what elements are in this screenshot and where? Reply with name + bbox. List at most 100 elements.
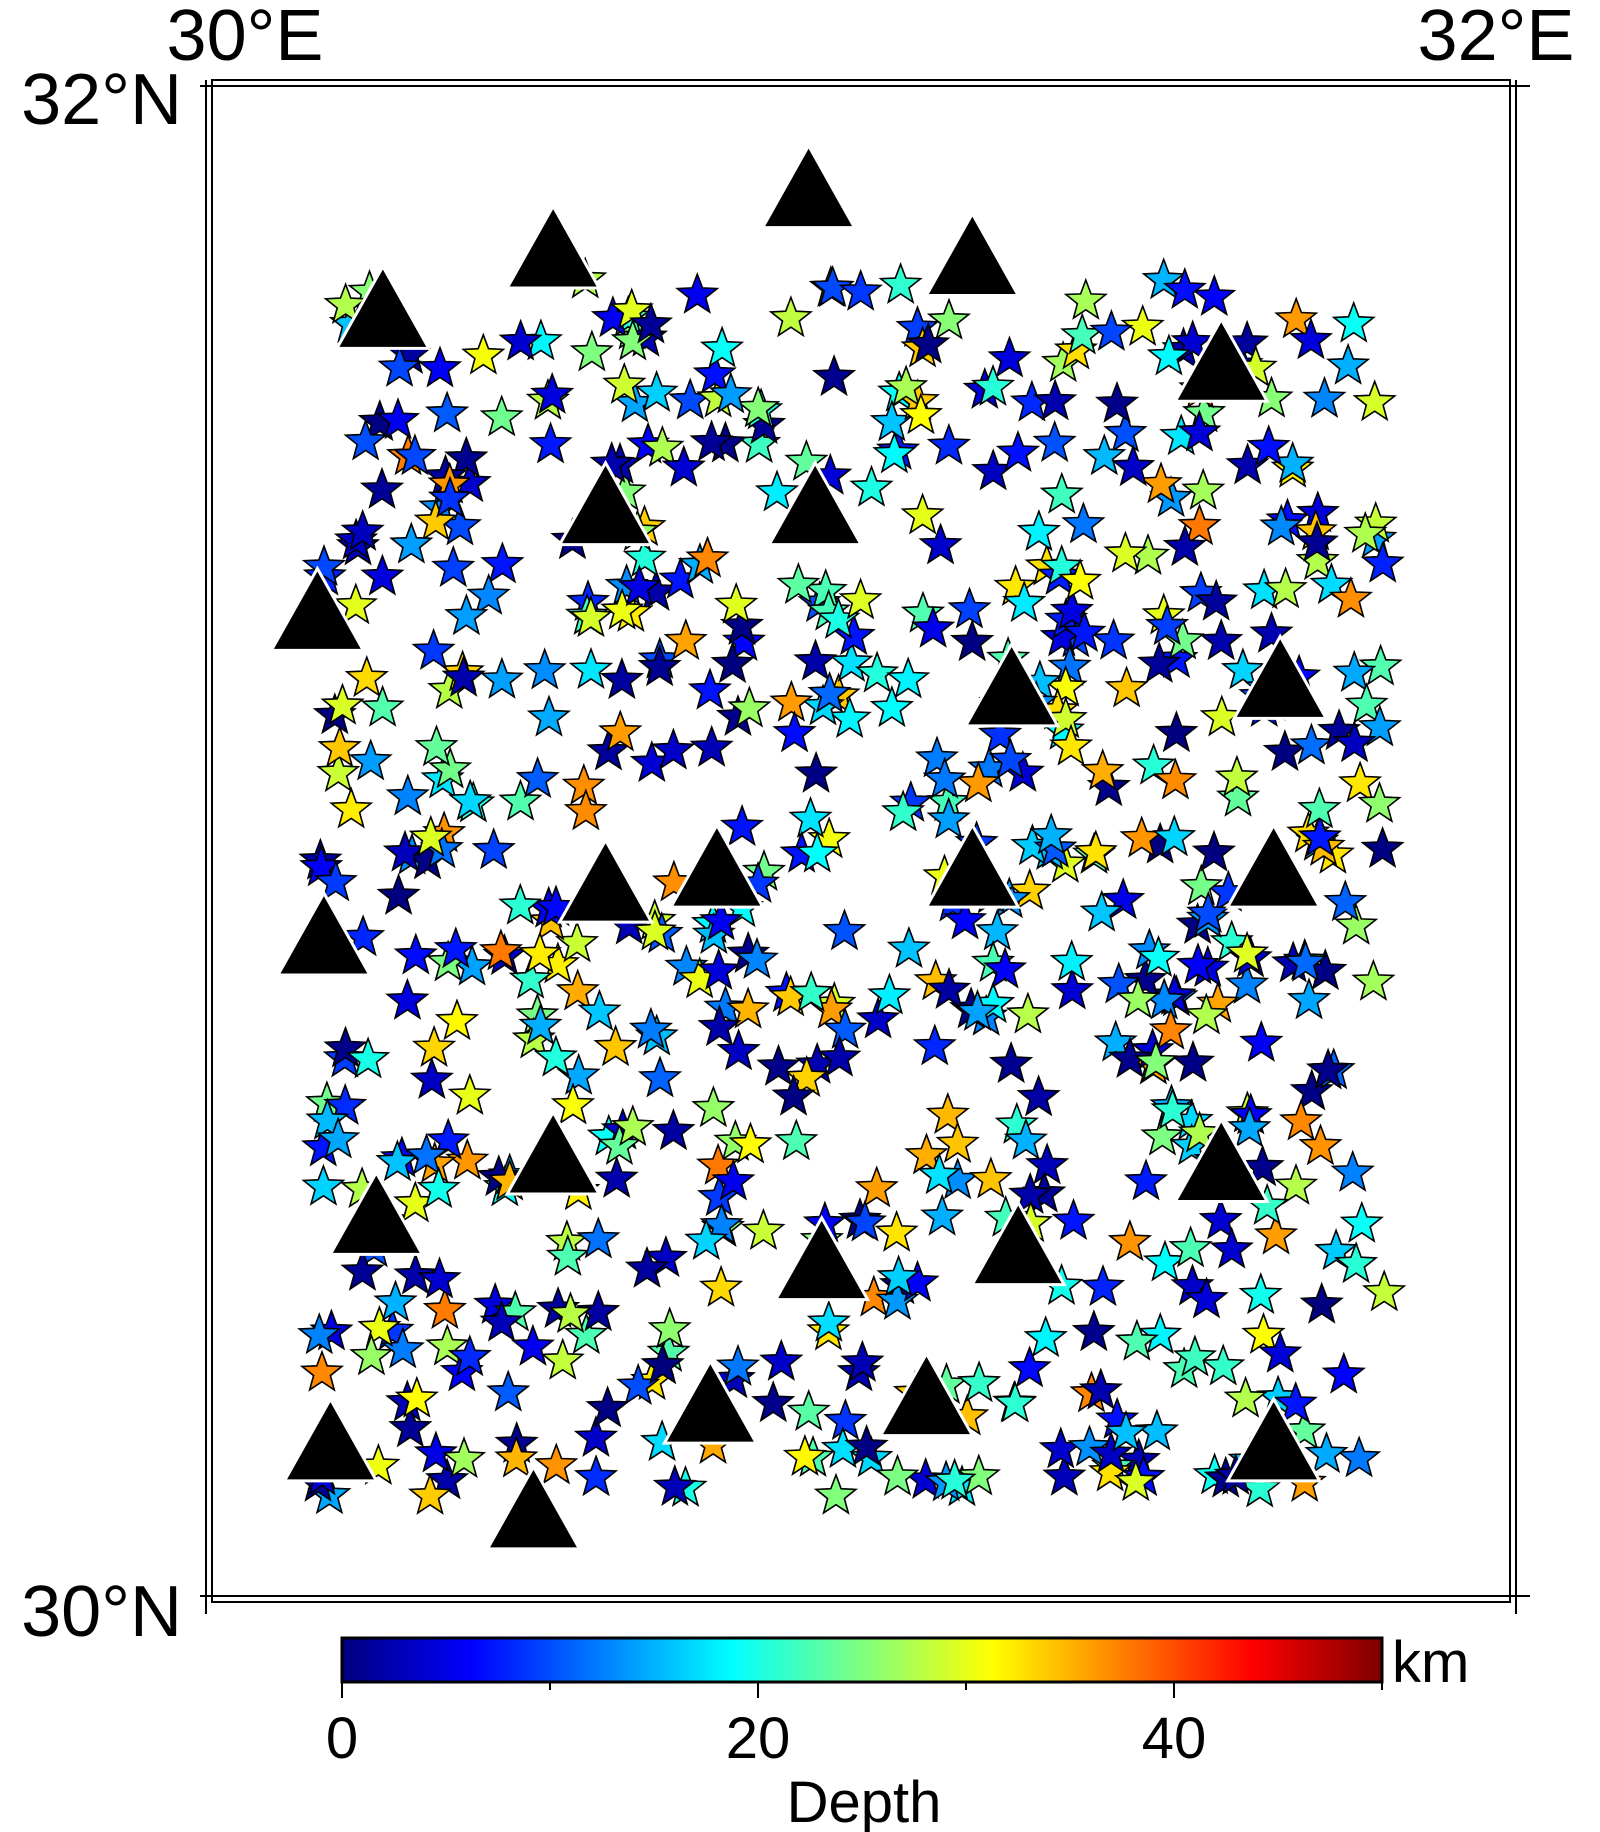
earthquake-star	[1142, 1239, 1188, 1282]
earthquake-star	[881, 789, 926, 832]
earthquake-star	[393, 1252, 438, 1295]
earthquake-star	[1049, 939, 1094, 982]
earthquake-star	[1140, 1113, 1185, 1156]
earthquake-star	[725, 986, 771, 1029]
earthquake-star	[1103, 410, 1148, 453]
earthquake-star	[849, 464, 894, 507]
earthquake-star	[1289, 722, 1334, 765]
earthquake-star	[598, 709, 643, 752]
earthquake-star	[878, 261, 923, 305]
earthquake-star	[689, 724, 734, 767]
earthquake-star	[510, 1323, 556, 1366]
earthquake-star	[1051, 1197, 1096, 1241]
earthquake-star	[854, 1165, 899, 1208]
earthquake-star	[643, 1234, 689, 1278]
earthquake-star	[1223, 1375, 1268, 1418]
earthquake-star	[323, 282, 368, 325]
earthquake-star	[977, 711, 1023, 755]
earthquake-star	[1352, 379, 1397, 422]
earthquake-star	[932, 1457, 977, 1500]
earthquake-star	[789, 970, 834, 1013]
earthquake-star	[652, 1463, 697, 1507]
earthquake-star	[1241, 1311, 1286, 1355]
earthquake-star	[317, 725, 362, 768]
earthquake-star	[675, 271, 720, 314]
earthquake-star	[661, 444, 706, 487]
earthquake-star	[703, 984, 748, 1027]
earthquake-star	[1274, 296, 1319, 339]
earthquake-star	[947, 586, 992, 629]
earthquake-star	[1337, 760, 1383, 803]
earthquake-star	[301, 543, 347, 587]
earthquake-star	[414, 724, 459, 767]
earthquake-star	[340, 914, 386, 957]
earthquake-star	[842, 1199, 888, 1242]
earthquake-star	[793, 750, 839, 793]
station-triangle	[504, 203, 602, 290]
earthquake-star	[1136, 934, 1181, 978]
earthquake-star	[568, 646, 614, 689]
earthquake-star	[299, 1349, 345, 1392]
earthquake-star	[1172, 1334, 1218, 1377]
earthquake-star	[684, 1217, 729, 1260]
earthquake-star	[1181, 467, 1226, 510]
earthquake-star	[585, 1385, 630, 1428]
earthquake-star	[900, 492, 945, 535]
earthquake-star	[550, 1082, 596, 1125]
earthquake-star	[1091, 617, 1136, 660]
earthquake-star	[448, 778, 493, 821]
earthquake-star	[1288, 317, 1334, 360]
earthquake-star	[1080, 1264, 1126, 1307]
station-triangle	[268, 565, 366, 652]
earthquake-star	[1016, 509, 1062, 552]
earthquake-star	[1154, 710, 1199, 753]
earthquake-star	[316, 1116, 361, 1159]
earthquake-star	[526, 694, 572, 737]
earthquake-star	[813, 1472, 859, 1515]
earthquake-star	[426, 1117, 471, 1160]
earthquake-star	[822, 908, 867, 951]
earthquake-star	[617, 564, 662, 607]
earthquake-star	[926, 966, 972, 1010]
earthquake-star	[1120, 303, 1165, 347]
earthquake-star	[393, 932, 438, 975]
earthquake-star	[1134, 1408, 1180, 1451]
earthquake-star	[461, 332, 506, 375]
earthquake-star	[982, 946, 1028, 989]
earthquake-star	[382, 829, 428, 872]
earthquake-star	[1153, 757, 1198, 800]
earthquake-star	[409, 1056, 454, 1099]
earthquake-star	[827, 695, 872, 738]
earthquake-star	[1249, 610, 1294, 653]
earthquake-star	[692, 351, 737, 394]
earthquake-star	[736, 385, 781, 428]
earthquake-star	[756, 1043, 801, 1086]
earthquake-star	[301, 1163, 346, 1206]
earthquake-star	[1294, 519, 1340, 562]
earthquake-star	[1002, 580, 1047, 623]
earthquake-star	[577, 988, 622, 1031]
earthquake-star	[441, 654, 486, 697]
earthquake-star	[1170, 319, 1215, 362]
earthquake-star	[297, 1312, 342, 1355]
earthquake-star	[634, 369, 679, 412]
earthquake-star	[734, 936, 780, 979]
earthquake-star	[522, 647, 567, 690]
earthquake-star	[1304, 1431, 1349, 1474]
earthquake-star	[1297, 814, 1343, 857]
earthquake-star	[555, 968, 600, 1011]
earthquake-star	[340, 508, 385, 551]
earthquake-star	[935, 1120, 980, 1164]
earthquake-star	[795, 830, 840, 873]
earthquake-star	[697, 1004, 742, 1047]
earthquake-star	[1137, 640, 1182, 683]
earthquake-star	[663, 617, 708, 661]
earthquake-star	[1088, 1430, 1134, 1473]
earthquake-star	[413, 498, 458, 541]
earthquake-star	[479, 394, 524, 437]
earthquake-star	[904, 1132, 949, 1175]
earthquake-star	[1107, 1035, 1153, 1078]
earthquake-star	[1123, 957, 1168, 1000]
earthquake-star	[1344, 681, 1389, 724]
